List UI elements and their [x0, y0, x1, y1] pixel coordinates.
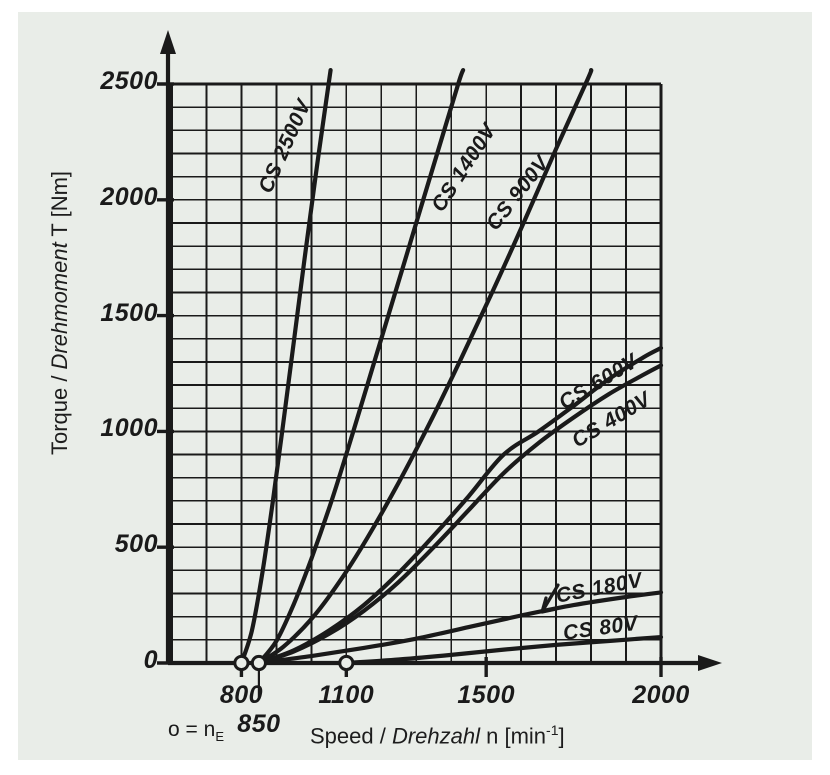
data-curves — [239, 68, 664, 666]
y-tick-marks — [157, 82, 174, 665]
ne-legend: o = nE — [168, 718, 224, 744]
x-tick-label: 2000 — [632, 681, 690, 709]
y-axis-title: Torque / Drehmoment T [Nm] — [47, 171, 72, 455]
x-title-post: n [min — [480, 723, 547, 749]
x-tick-label-850: 850 — [237, 710, 281, 738]
marker-nE-850 — [250, 654, 268, 672]
curve-cs-80v — [344, 635, 664, 666]
y-tick-label: 0 — [143, 646, 158, 674]
legend-equals: = — [179, 718, 204, 741]
x-tick-label: 1500 — [457, 681, 515, 709]
x-tick-label: 800 — [219, 681, 264, 709]
y-tick-label: 500 — [114, 530, 158, 559]
x-title-german: Drehzahl — [391, 723, 480, 749]
curve-cs-900v — [256, 68, 594, 666]
legend-marker-glyph: o — [168, 718, 180, 741]
y-tick-label: 2000 — [100, 182, 158, 211]
x-tick-label: 1100 — [318, 681, 375, 709]
y-tick-label: 1000 — [100, 414, 158, 443]
x-title-end: ] — [558, 723, 565, 749]
x-axis-title: Speed / Drehzahl n [min-1] — [310, 722, 565, 749]
curve-cs-600v — [256, 345, 664, 666]
legend-subscript: E — [215, 729, 224, 745]
figure-panel — [18, 12, 812, 760]
curve-cs-180v — [256, 590, 664, 666]
legend-symbol: n — [203, 718, 216, 741]
y-title-pre: Torque / — [47, 369, 72, 456]
y-title-post: T [Nm] — [47, 170, 72, 243]
grid — [170, 82, 663, 665]
x-title-exponent: -1 — [546, 722, 559, 738]
ne-markers — [233, 654, 355, 672]
y-tick-label: 1500 — [100, 298, 158, 327]
cs180v-leader-arrow — [540, 583, 560, 614]
y-title-german: Drehmoment — [47, 242, 72, 370]
curve-cs-1400v — [256, 68, 466, 666]
y-axis-title-wrapper: Torque / Drehmoment T [Nm] — [47, 133, 73, 493]
y-tick-label: 2500 — [100, 67, 158, 95]
curve-cs-400v — [256, 363, 664, 666]
x-title-pre: Speed / — [310, 723, 392, 749]
curve-cs-2500v — [239, 68, 333, 666]
marker-nE-1100 — [338, 654, 355, 672]
marker-nE-800 — [233, 654, 250, 672]
